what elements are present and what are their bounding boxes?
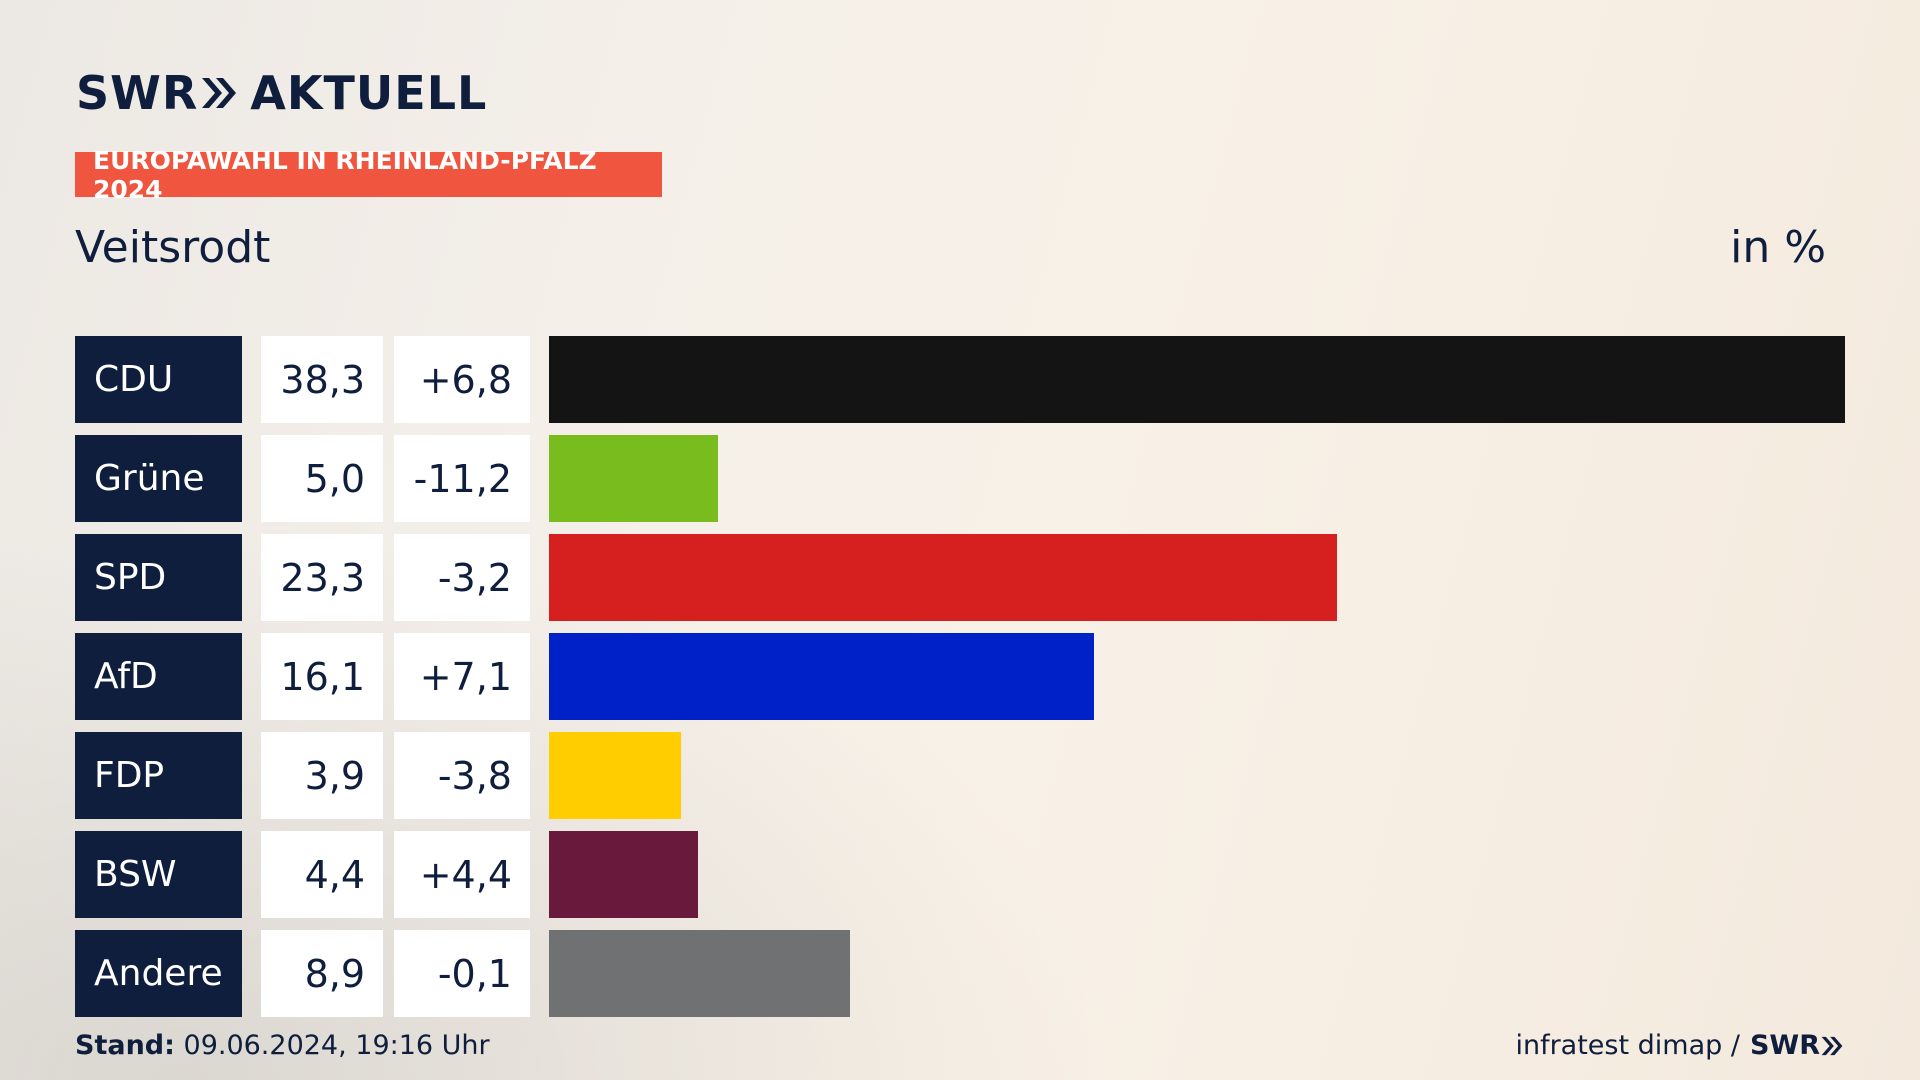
- result-row: Grüne 5,0 -11,2: [75, 435, 1845, 522]
- party-label: CDU: [75, 336, 242, 423]
- result-row: Andere 8,9 -0,1: [75, 930, 1845, 1017]
- result-bar: [549, 732, 681, 819]
- small-chevron-icon: [1821, 1036, 1843, 1055]
- result-bar: [549, 534, 1337, 621]
- double-chevron-icon: [200, 75, 238, 111]
- result-bar: [549, 930, 850, 1017]
- source-brand: SWR: [1749, 1030, 1820, 1061]
- result-bar: [549, 336, 1845, 423]
- vote-share-value: 23,3: [261, 534, 383, 621]
- party-label: BSW: [75, 831, 242, 918]
- result-bar: [549, 831, 698, 918]
- topic-badge: EUROPAWAHL IN RHEINLAND-PFALZ 2024: [75, 146, 662, 204]
- change-value: -11,2: [394, 435, 530, 522]
- change-value: -0,1: [394, 930, 530, 1017]
- logo-brand: SWR: [76, 66, 199, 120]
- party-label: Andere: [75, 930, 242, 1017]
- vote-share-value: 16,1: [261, 633, 383, 720]
- change-value: +4,4: [394, 831, 530, 918]
- result-row: SPD 23,3 -3,2: [75, 534, 1845, 621]
- vote-share-value: 4,4: [261, 831, 383, 918]
- party-label: FDP: [75, 732, 242, 819]
- place-title: Veitsrodt: [75, 222, 271, 273]
- vote-share-value: 3,9: [261, 732, 383, 819]
- source-text: infratest dimap /: [1515, 1030, 1740, 1061]
- result-row: AfD 16,1 +7,1: [75, 633, 1845, 720]
- source-credit: infratest dimap / SWR: [1515, 1030, 1844, 1061]
- swr-aktuell-logo: SWR AKTUELL: [76, 66, 487, 120]
- party-label: Grüne: [75, 435, 242, 522]
- vote-share-value: 38,3: [261, 336, 383, 423]
- stand-value: 09.06.2024, 19:16 Uhr: [183, 1030, 490, 1061]
- stand-label: Stand:: [75, 1030, 175, 1061]
- logo-product: AKTUELL: [250, 66, 488, 120]
- unit-label: in %: [1730, 222, 1826, 273]
- source-logo: SWR: [1750, 1030, 1844, 1061]
- result-row: CDU 38,3 +6,8: [75, 336, 1845, 423]
- result-row: FDP 3,9 -3,8: [75, 732, 1845, 819]
- vote-share-value: 5,0: [261, 435, 383, 522]
- result-bar: [549, 435, 718, 522]
- change-value: +7,1: [394, 633, 530, 720]
- timestamp: Stand: 09.06.2024, 19:16 Uhr: [75, 1030, 490, 1061]
- result-row: BSW 4,4 +4,4: [75, 831, 1845, 918]
- change-value: -3,8: [394, 732, 530, 819]
- vote-share-value: 8,9: [261, 930, 383, 1017]
- result-bar: [549, 633, 1094, 720]
- change-value: -3,2: [394, 534, 530, 621]
- change-value: +6,8: [394, 336, 530, 423]
- party-label: SPD: [75, 534, 242, 621]
- party-label: AfD: [75, 633, 242, 720]
